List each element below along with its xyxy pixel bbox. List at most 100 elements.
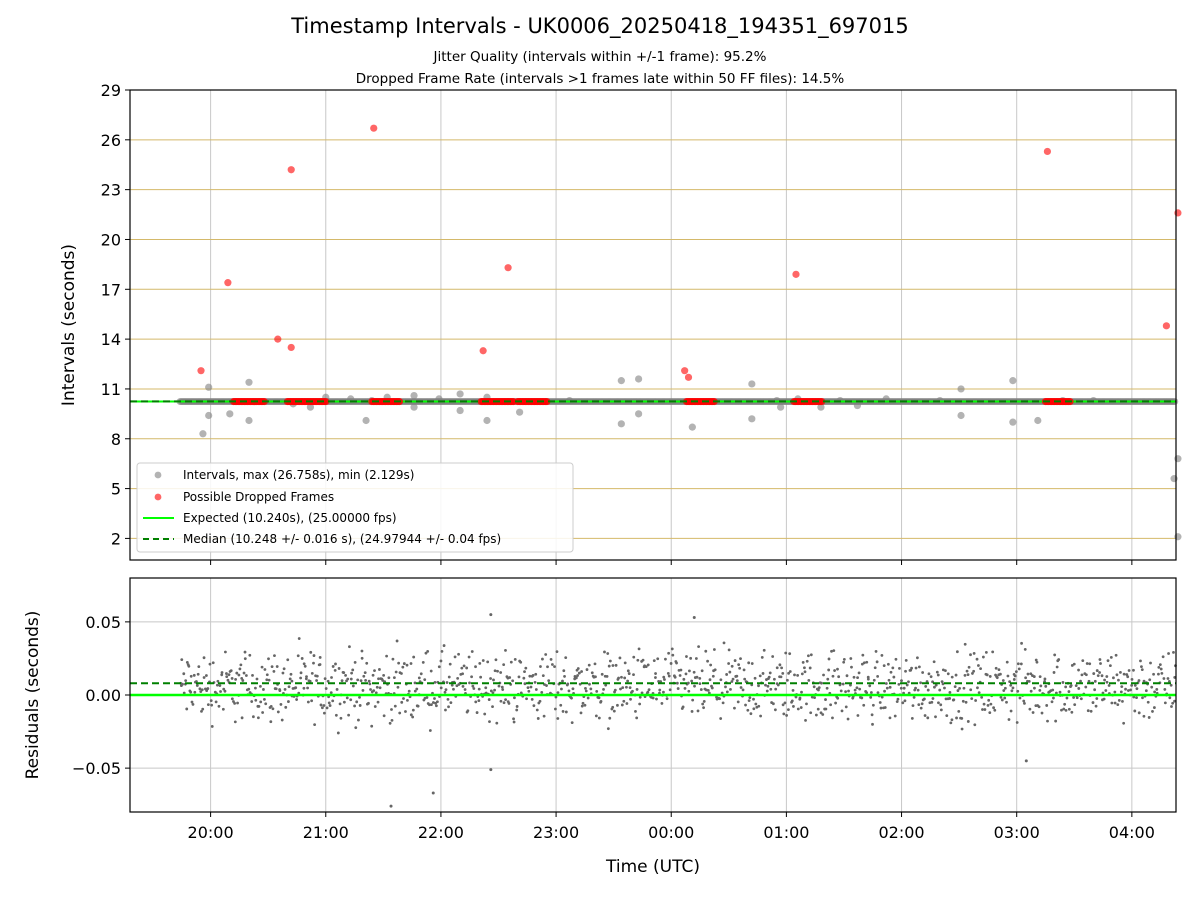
residual-point bbox=[202, 676, 206, 679]
residual-point bbox=[578, 682, 582, 686]
residual-point bbox=[242, 671, 246, 675]
residual-point bbox=[444, 708, 447, 712]
residual-point bbox=[686, 681, 690, 685]
residual-point bbox=[488, 720, 491, 724]
residual-point bbox=[262, 688, 265, 691]
residual-point bbox=[946, 672, 950, 676]
residual-point bbox=[1062, 707, 1066, 711]
residual-point bbox=[411, 715, 415, 719]
residual-point bbox=[497, 684, 501, 688]
residual-point bbox=[986, 703, 990, 707]
residual-point bbox=[318, 656, 322, 659]
residual-point bbox=[1119, 690, 1123, 694]
residual-point bbox=[364, 678, 367, 682]
residual-point bbox=[768, 671, 772, 675]
residual-point bbox=[876, 675, 880, 678]
residual-point bbox=[1023, 648, 1027, 651]
residual-point bbox=[269, 704, 273, 708]
residual-point bbox=[831, 674, 835, 678]
residual-point bbox=[939, 703, 943, 707]
residual-point bbox=[914, 666, 918, 670]
residual-point bbox=[429, 669, 433, 673]
residual-point bbox=[1037, 705, 1041, 709]
residual-point bbox=[431, 701, 435, 704]
residual-point bbox=[1051, 688, 1055, 692]
residual-point bbox=[966, 673, 970, 677]
residual-point bbox=[614, 663, 618, 667]
residual-point bbox=[457, 652, 460, 656]
residual-point bbox=[836, 667, 839, 671]
intervals-ytick-label-1: 5 bbox=[111, 480, 121, 499]
residual-point bbox=[465, 666, 469, 670]
residual-point bbox=[254, 686, 257, 690]
interval-point-22 bbox=[617, 377, 625, 385]
residual-point bbox=[965, 669, 969, 673]
residual-point bbox=[669, 662, 673, 665]
residual-point bbox=[397, 661, 401, 665]
residual-point bbox=[529, 685, 533, 689]
residual-point bbox=[522, 676, 526, 680]
residual-point bbox=[1157, 665, 1161, 669]
residual-point bbox=[433, 680, 437, 684]
residual-point bbox=[733, 706, 736, 710]
residual-point bbox=[956, 689, 960, 692]
residual-point bbox=[1099, 662, 1102, 665]
residual-point bbox=[1108, 664, 1112, 667]
residual-point bbox=[494, 658, 498, 662]
residual-point bbox=[667, 674, 671, 678]
residual-point bbox=[1011, 686, 1015, 690]
residual-point bbox=[1016, 662, 1020, 666]
residual-point bbox=[607, 664, 611, 668]
residual-point bbox=[786, 708, 790, 712]
residual-outlier-2 bbox=[489, 768, 493, 772]
residual-point bbox=[775, 666, 779, 670]
residual-point bbox=[1149, 661, 1152, 665]
residual-point bbox=[957, 709, 961, 713]
residual-point bbox=[1013, 674, 1017, 678]
residual-point bbox=[580, 670, 583, 673]
residual-point bbox=[416, 704, 420, 708]
residual-point bbox=[1089, 709, 1093, 713]
residual-point bbox=[919, 706, 923, 710]
residual-point bbox=[1008, 680, 1012, 683]
residual-point bbox=[941, 682, 945, 686]
residual-point bbox=[434, 704, 438, 708]
x-tick-label-6: 02:00 bbox=[878, 823, 924, 842]
residual-point bbox=[284, 705, 288, 709]
interval-point-7 bbox=[306, 403, 315, 411]
residual-point bbox=[625, 702, 629, 705]
residual-point bbox=[348, 645, 351, 649]
residual-point bbox=[453, 655, 457, 659]
residual-point bbox=[1105, 680, 1109, 684]
residual-point bbox=[1110, 701, 1114, 705]
residual-point bbox=[198, 687, 202, 691]
residual-point bbox=[754, 702, 758, 706]
residual-point bbox=[646, 663, 650, 667]
residual-point bbox=[600, 672, 604, 676]
residual-point bbox=[897, 682, 901, 686]
residual-point bbox=[952, 698, 956, 702]
legend-box bbox=[136, 462, 574, 553]
residual-point bbox=[263, 697, 266, 701]
residual-point bbox=[371, 673, 375, 677]
residual-point bbox=[185, 660, 189, 664]
residual-point bbox=[501, 688, 505, 691]
residual-point bbox=[504, 649, 507, 652]
residual-point bbox=[759, 714, 763, 718]
residual-point bbox=[606, 727, 610, 731]
intervals-ytick-label-5: 17 bbox=[101, 280, 121, 299]
residual-point bbox=[559, 703, 563, 707]
residual-point bbox=[955, 650, 959, 654]
residual-point bbox=[883, 706, 887, 709]
residual-point bbox=[320, 706, 324, 710]
residual-point bbox=[584, 689, 588, 693]
residual-point bbox=[874, 650, 878, 653]
residual-point bbox=[1018, 696, 1022, 700]
residual-point bbox=[297, 637, 301, 640]
residual-point bbox=[856, 714, 860, 717]
residual-point bbox=[827, 668, 831, 672]
residual-point bbox=[943, 686, 946, 690]
residual-point bbox=[841, 682, 845, 686]
residual-point bbox=[415, 687, 419, 691]
residual-point bbox=[460, 666, 464, 670]
